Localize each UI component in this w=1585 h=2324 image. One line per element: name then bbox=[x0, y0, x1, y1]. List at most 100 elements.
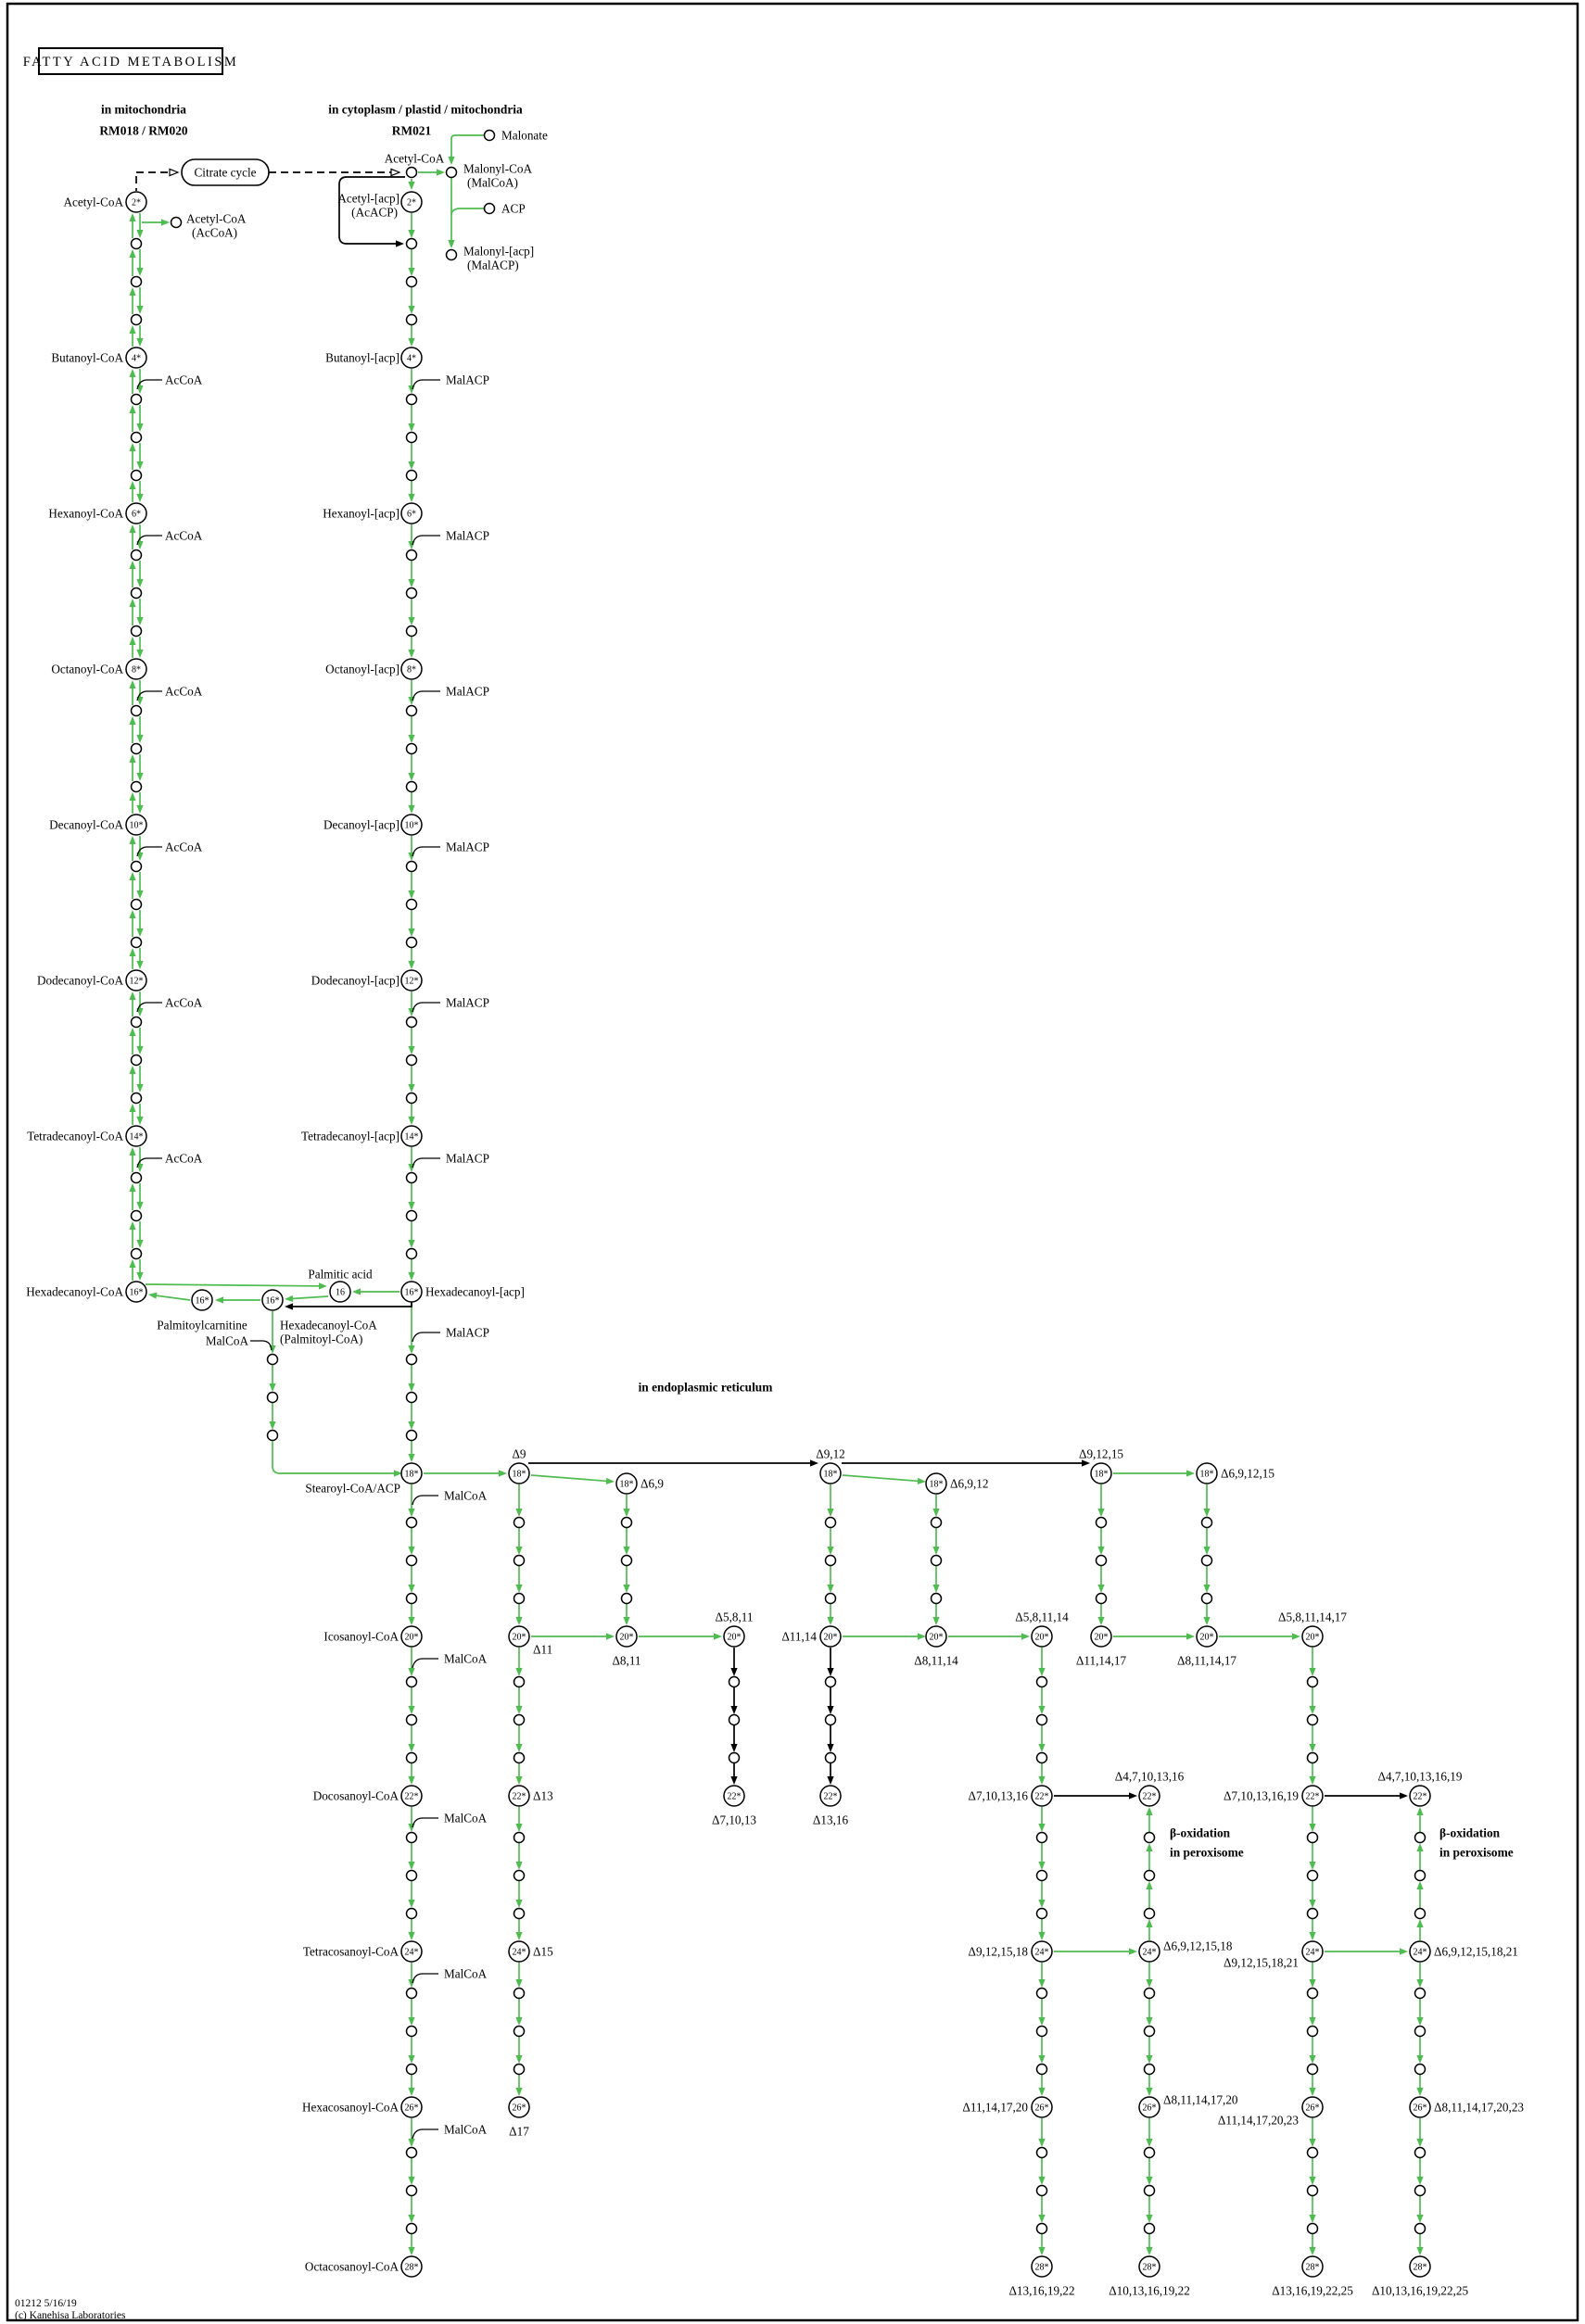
intermediate-compound-circle[interactable] bbox=[1306, 1831, 1319, 1844]
intermediate-compound-circle[interactable] bbox=[405, 549, 418, 562]
intermediate-compound-circle[interactable] bbox=[130, 625, 143, 638]
compound-node[interactable] bbox=[615, 1625, 638, 1648]
intermediate-compound-circle[interactable] bbox=[405, 2146, 418, 2159]
intermediate-compound-circle[interactable] bbox=[130, 275, 143, 288]
intermediate-compound-circle[interactable] bbox=[130, 549, 143, 562]
intermediate-compound-circle[interactable] bbox=[405, 2063, 418, 2076]
intermediate-compound-circle[interactable] bbox=[1306, 1869, 1319, 1882]
compound-node[interactable] bbox=[1409, 1940, 1431, 1963]
intermediate-compound-circle[interactable] bbox=[405, 625, 418, 638]
compound-node[interactable] bbox=[508, 1940, 530, 1963]
intermediate-compound-circle[interactable] bbox=[405, 1391, 418, 1404]
intermediate-compound-circle[interactable] bbox=[1035, 1907, 1048, 1920]
intermediate-compound-circle[interactable] bbox=[130, 313, 143, 326]
intermediate-compound-circle[interactable] bbox=[930, 1554, 943, 1567]
citrate-cycle-box[interactable]: Citrate cycle bbox=[181, 158, 270, 186]
compound-node[interactable] bbox=[125, 658, 147, 680]
compound-circle[interactable] bbox=[483, 129, 496, 142]
intermediate-compound-circle[interactable] bbox=[1035, 1987, 1048, 2000]
compound-circle[interactable] bbox=[445, 248, 458, 261]
compound-node[interactable] bbox=[125, 347, 147, 369]
intermediate-compound-circle[interactable] bbox=[1035, 1831, 1048, 1844]
intermediate-compound-circle[interactable] bbox=[405, 275, 418, 288]
intermediate-compound-circle[interactable] bbox=[1306, 2222, 1319, 2235]
intermediate-compound-circle[interactable] bbox=[620, 1554, 633, 1567]
compound-node[interactable] bbox=[400, 191, 423, 213]
intermediate-compound-circle[interactable] bbox=[130, 860, 143, 873]
compound-node[interactable] bbox=[1409, 2096, 1431, 2118]
intermediate-compound-circle[interactable] bbox=[1200, 1516, 1213, 1529]
compound-node[interactable] bbox=[125, 502, 147, 524]
intermediate-compound-circle[interactable] bbox=[266, 1391, 279, 1404]
intermediate-compound-circle[interactable] bbox=[405, 1209, 418, 1222]
intermediate-compound-circle[interactable] bbox=[405, 898, 418, 911]
intermediate-compound-circle[interactable] bbox=[405, 1831, 418, 1844]
intermediate-compound-circle[interactable] bbox=[130, 237, 143, 250]
compound-node[interactable] bbox=[819, 1462, 842, 1484]
intermediate-compound-circle[interactable] bbox=[728, 1713, 741, 1726]
compound-node[interactable] bbox=[925, 1625, 947, 1648]
intermediate-compound-circle[interactable] bbox=[513, 1907, 526, 1920]
intermediate-compound-circle[interactable] bbox=[1306, 1987, 1319, 2000]
intermediate-compound-circle[interactable] bbox=[405, 1429, 418, 1442]
intermediate-compound-circle[interactable] bbox=[130, 1092, 143, 1105]
intermediate-compound-circle[interactable] bbox=[130, 1016, 143, 1029]
intermediate-compound-circle[interactable] bbox=[405, 313, 418, 326]
compound-node[interactable] bbox=[1138, 1940, 1160, 1963]
compound-node[interactable] bbox=[400, 658, 423, 680]
intermediate-compound-circle[interactable] bbox=[1035, 2222, 1048, 2235]
intermediate-compound-circle[interactable] bbox=[405, 393, 418, 406]
compound-node[interactable] bbox=[1031, 1625, 1053, 1648]
intermediate-compound-circle[interactable] bbox=[130, 431, 143, 444]
intermediate-compound-circle[interactable] bbox=[130, 469, 143, 482]
compound-node[interactable] bbox=[1090, 1462, 1112, 1484]
compound-node[interactable] bbox=[819, 1625, 842, 1648]
compound-node[interactable] bbox=[1031, 1785, 1053, 1807]
compound-node[interactable] bbox=[1138, 2255, 1160, 2278]
compound-circle[interactable] bbox=[445, 166, 458, 179]
intermediate-compound-circle[interactable] bbox=[513, 1516, 526, 1529]
compound-node[interactable] bbox=[400, 2096, 423, 2118]
intermediate-compound-circle[interactable] bbox=[405, 1353, 418, 1366]
compound-node[interactable] bbox=[508, 1625, 530, 1648]
intermediate-compound-circle[interactable] bbox=[1095, 1592, 1108, 1605]
intermediate-compound-circle[interactable] bbox=[513, 1869, 526, 1882]
intermediate-compound-circle[interactable] bbox=[1143, 1907, 1156, 1920]
intermediate-compound-circle[interactable] bbox=[1143, 2184, 1156, 2197]
compound-node[interactable] bbox=[1409, 1785, 1431, 1807]
intermediate-compound-circle[interactable] bbox=[405, 860, 418, 873]
intermediate-compound-circle[interactable] bbox=[1306, 1675, 1319, 1688]
compound-node[interactable] bbox=[1196, 1625, 1218, 1648]
compound-node[interactable] bbox=[1031, 2255, 1053, 2278]
compound-node[interactable] bbox=[400, 2255, 423, 2278]
intermediate-compound-circle[interactable] bbox=[130, 1209, 143, 1222]
intermediate-compound-circle[interactable] bbox=[1095, 1554, 1108, 1567]
compound-node[interactable] bbox=[819, 1785, 842, 1807]
compound-node[interactable] bbox=[508, 2096, 530, 2118]
intermediate-compound-circle[interactable] bbox=[1035, 2146, 1048, 2159]
intermediate-compound-circle[interactable] bbox=[824, 1592, 837, 1605]
compound-node[interactable] bbox=[1301, 1625, 1324, 1648]
intermediate-compound-circle[interactable] bbox=[130, 1247, 143, 1260]
intermediate-compound-circle[interactable] bbox=[620, 1592, 633, 1605]
intermediate-compound-circle[interactable] bbox=[1414, 2025, 1426, 2038]
intermediate-compound-circle[interactable] bbox=[513, 2025, 526, 2038]
intermediate-compound-circle[interactable] bbox=[1306, 2146, 1319, 2159]
compound-node[interactable] bbox=[400, 1940, 423, 1963]
compound-node[interactable] bbox=[125, 1125, 147, 1147]
intermediate-compound-circle[interactable] bbox=[1035, 1869, 1048, 1882]
intermediate-compound-circle[interactable] bbox=[513, 1713, 526, 1726]
intermediate-compound-circle[interactable] bbox=[405, 1751, 418, 1764]
intermediate-compound-circle[interactable] bbox=[1200, 1592, 1213, 1605]
intermediate-compound-circle[interactable] bbox=[930, 1592, 943, 1605]
intermediate-compound-circle[interactable] bbox=[824, 1751, 837, 1764]
compound-node[interactable] bbox=[615, 1472, 638, 1495]
intermediate-compound-circle[interactable] bbox=[405, 1907, 418, 1920]
intermediate-compound-circle[interactable] bbox=[513, 1554, 526, 1567]
intermediate-compound-circle[interactable] bbox=[405, 1713, 418, 1726]
compound-node[interactable] bbox=[1409, 2255, 1431, 2278]
intermediate-compound-circle[interactable] bbox=[266, 1429, 279, 1442]
compound-node[interactable] bbox=[400, 969, 423, 991]
intermediate-compound-circle[interactable] bbox=[1200, 1554, 1213, 1567]
intermediate-compound-circle[interactable] bbox=[1306, 1751, 1319, 1764]
